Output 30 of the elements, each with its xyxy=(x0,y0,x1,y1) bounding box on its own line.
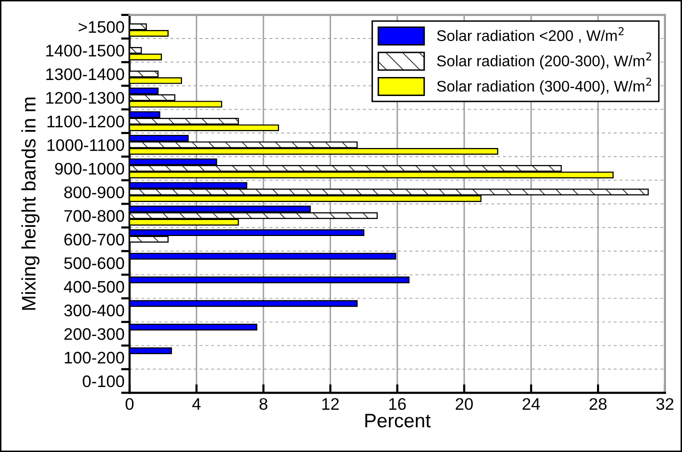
y-tick-label: 600-700 xyxy=(64,234,124,246)
y-tick-label: 800-900 xyxy=(64,186,124,198)
legend-label: Solar radiation <200 , W/m$^{2}$ xyxy=(437,27,624,43)
x-tick-label: 32 xyxy=(656,398,674,410)
x-tick-label: 8 xyxy=(260,398,268,410)
x-tick-label: 24 xyxy=(522,398,540,410)
x-tick-label: 0 xyxy=(126,398,134,410)
legend-label: Solar radiation (200-300), W/m$^{2}$ xyxy=(437,52,652,70)
x-tick-label: 12 xyxy=(322,398,339,410)
y-tick-label: 900-1000 xyxy=(55,162,124,175)
y-tick-label: >1500 xyxy=(78,21,124,33)
y-tick-label: 1400-1500 xyxy=(46,44,124,57)
x-axis-title: Percent xyxy=(365,414,431,428)
y-tick-label: 500-600 xyxy=(64,257,124,270)
y-tick-label: 1300-1400 xyxy=(46,68,124,80)
y-tick-label: 1200-1300 xyxy=(46,92,124,104)
y-tick-label: 400-500 xyxy=(64,280,124,293)
x-tick-label: 4 xyxy=(192,398,201,410)
x-tick-label: 28 xyxy=(590,398,607,410)
legend-label: Solar radiation (300-400), W/m$^{2}$ xyxy=(437,78,652,95)
y-tick-label: 100-200 xyxy=(64,352,124,364)
y-tick-label: 200-300 xyxy=(64,328,124,340)
x-tick-label: 16 xyxy=(389,398,406,410)
x-tick-label: 20 xyxy=(456,398,473,410)
y-tick-label: 300-400 xyxy=(64,304,124,316)
y-tick-label: 1100-1200 xyxy=(48,116,124,128)
y-tick-label: 700-800 xyxy=(64,210,124,222)
y-tick-label: 1000-1100 xyxy=(48,139,124,152)
y-tick-label: 0-100 xyxy=(82,375,124,388)
y-axis-title: Mixing height bands in m xyxy=(21,98,40,310)
